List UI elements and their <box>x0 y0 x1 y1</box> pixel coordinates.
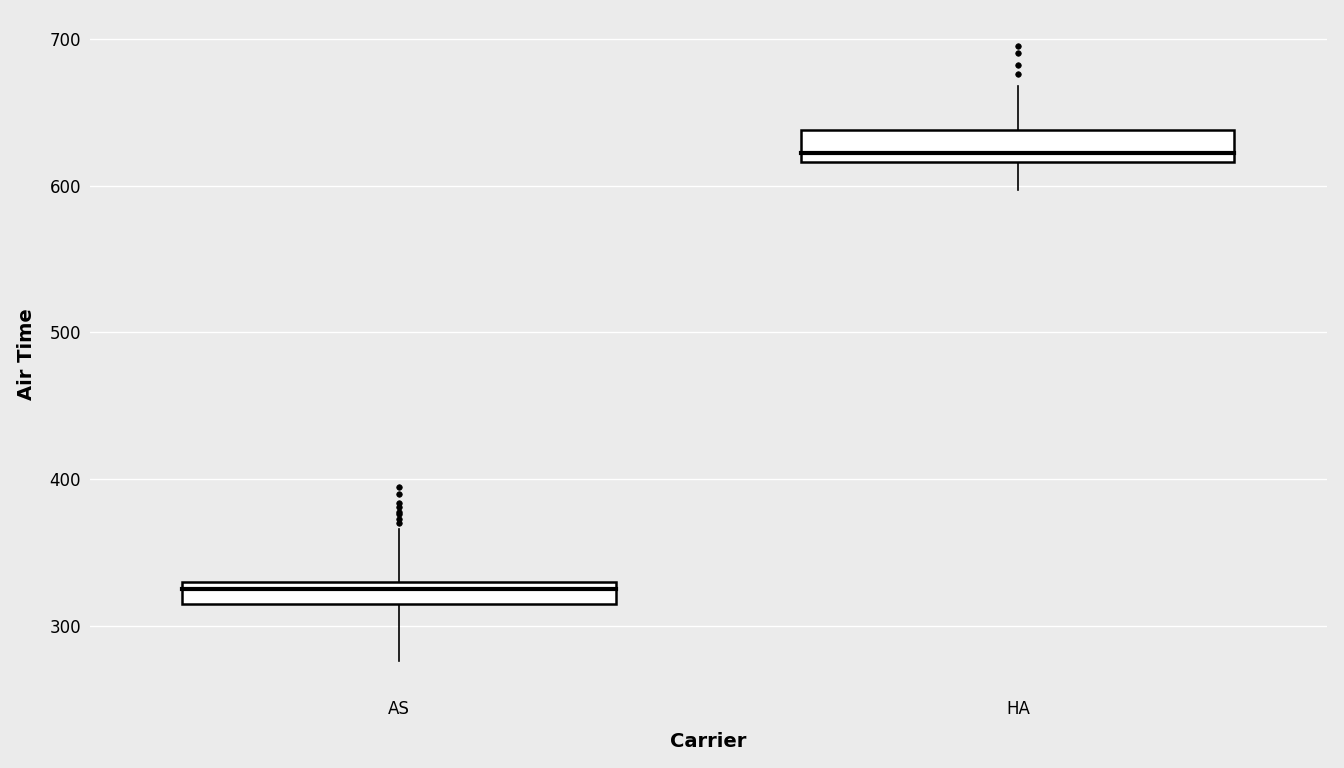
Point <box>388 505 410 518</box>
Point <box>388 481 410 493</box>
Point <box>388 501 410 513</box>
Point <box>1007 40 1028 52</box>
Bar <box>801 130 1235 162</box>
Point <box>388 517 410 529</box>
Point <box>388 488 410 500</box>
Point <box>388 508 410 521</box>
Point <box>1007 47 1028 59</box>
Point <box>388 513 410 525</box>
Y-axis label: Air Time: Air Time <box>16 309 36 400</box>
Point <box>1007 68 1028 80</box>
Bar <box>183 582 616 604</box>
X-axis label: Carrier: Carrier <box>671 733 747 751</box>
Point <box>1007 59 1028 71</box>
Point <box>388 497 410 509</box>
